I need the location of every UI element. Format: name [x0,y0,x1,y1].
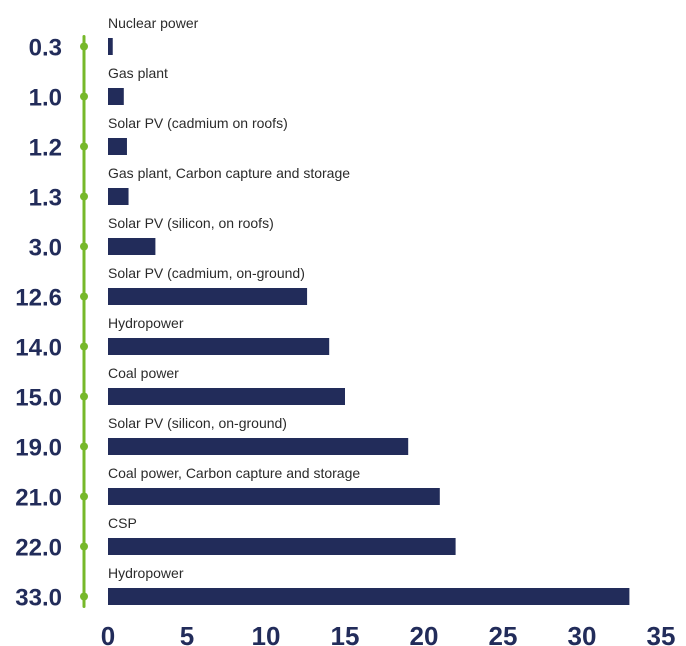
bar [108,588,630,605]
axis-dot [80,292,88,301]
bar [108,388,345,405]
category-label: Solar PV (cadmium, on-ground) [108,265,305,281]
data-label: 1.2 [29,135,62,162]
bar [108,538,456,555]
axis-dot [80,242,88,251]
category-label: Nuclear power [108,15,199,31]
bar [108,88,124,105]
category-label: Coal power, Carbon capture and storage [108,465,360,481]
axis-dot [80,92,88,101]
data-label: 22.0 [15,535,62,562]
data-label: 0.3 [29,35,62,62]
data-label: 12.6 [15,285,62,312]
category-label: CSP [108,515,137,531]
data-label: 1.3 [29,185,62,212]
data-label: 21.0 [15,485,62,512]
category-label: Solar PV (silicon, on-ground) [108,415,287,431]
x-tick-label: 20 [410,621,439,646]
category-label: Hydropower [108,315,184,331]
category-label: Gas plant [108,65,168,81]
bar [108,188,129,205]
axis-dot [80,392,88,401]
x-tick-label: 5 [180,621,194,646]
bar [108,138,127,155]
axis-dot [80,542,88,551]
bar [108,288,308,305]
x-tick-label: 0 [101,621,115,646]
axis-dot [80,442,88,451]
data-label: 33.0 [15,585,62,612]
data-label: 14.0 [15,335,62,362]
bar [108,488,440,505]
x-tick-label: 30 [568,621,597,646]
data-label: 1.0 [29,85,62,112]
category-label: Coal power [108,365,179,381]
x-tick-label: 15 [331,621,360,646]
category-label: Solar PV (silicon, on roofs) [108,215,274,231]
x-tick-label: 10 [252,621,281,646]
data-label: 3.0 [29,235,62,262]
category-label: Hydropower [108,565,184,581]
category-label: Solar PV (cadmium on roofs) [108,115,288,131]
axis-dot [80,42,88,51]
axis-dot [80,592,88,601]
axis-dot [80,492,88,501]
bar [108,438,409,455]
data-label: 19.0 [15,435,62,462]
bar [108,238,156,255]
x-tick-label: 35 [647,621,676,646]
axis-dot [80,142,88,151]
axis-dot [80,192,88,201]
data-label: 15.0 [15,385,62,412]
axis-dot [80,342,88,351]
category-label: Gas plant, Carbon capture and storage [108,165,350,181]
x-tick-label: 25 [489,621,518,646]
bar [108,38,113,55]
bar [108,338,330,355]
